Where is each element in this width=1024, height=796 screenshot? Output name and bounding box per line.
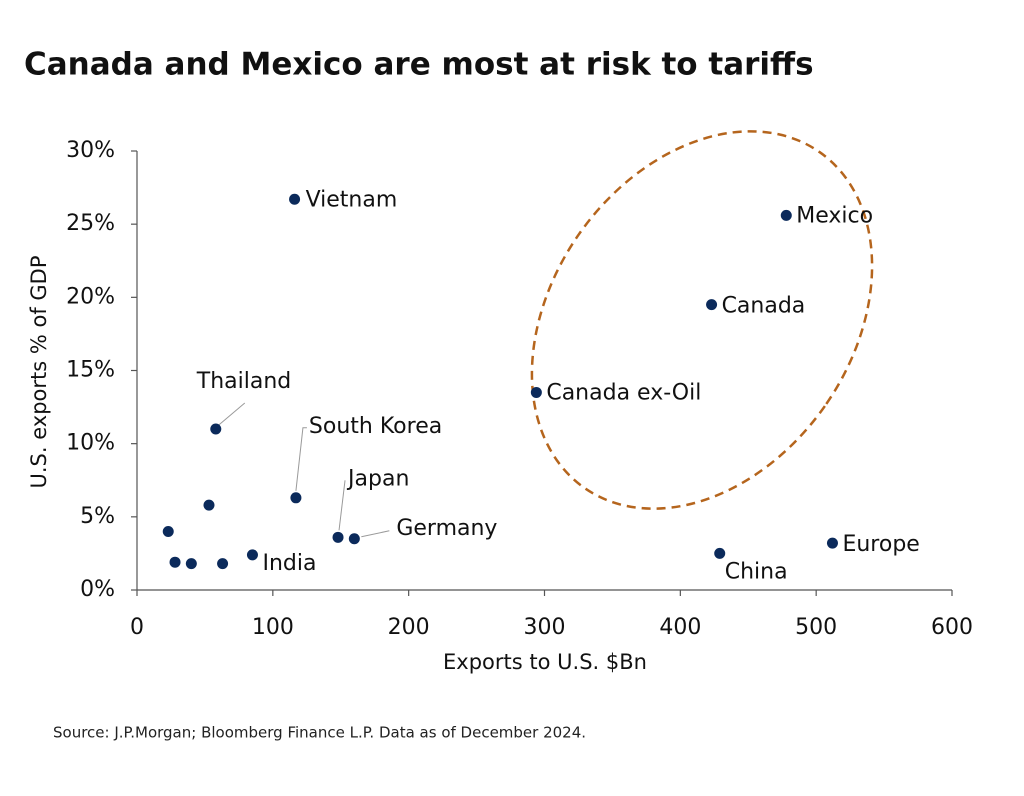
- y-tick-label: 15%: [66, 358, 115, 383]
- x-tick-label: 0: [130, 615, 144, 640]
- leader-line: [295, 427, 307, 491]
- data-point: [706, 299, 718, 311]
- highlight-ellipse: [530, 130, 874, 510]
- y-tick-label: 25%: [66, 211, 115, 236]
- y-tick-label: 10%: [66, 431, 115, 456]
- data-point: [185, 558, 197, 570]
- point-label: Europe: [842, 532, 919, 557]
- data-point: [530, 386, 542, 398]
- point-label: Japan: [346, 466, 409, 491]
- leader-line: [338, 480, 346, 531]
- x-tick-label: 500: [795, 615, 837, 640]
- data-point: [714, 547, 726, 559]
- x-tick-label: 100: [252, 615, 294, 640]
- data-point: [203, 499, 215, 511]
- point-label: Mexico: [796, 203, 873, 228]
- x-tick-label: 300: [524, 615, 566, 640]
- y-tick-label: 0%: [80, 577, 115, 602]
- data-point: [290, 492, 302, 504]
- point-label: Germany: [396, 516, 497, 541]
- data-point: [826, 537, 838, 549]
- data-point: [246, 549, 258, 561]
- source-note: Source: J.P.Morgan; Bloomberg Finance L.…: [53, 724, 586, 742]
- data-point: [289, 193, 301, 205]
- y-tick-label: 20%: [66, 284, 115, 309]
- y-tick-label: 5%: [80, 504, 115, 529]
- x-axis-title: Exports to U.S. $Bn: [443, 650, 647, 674]
- x-tick-label: 600: [931, 615, 973, 640]
- data-point: [217, 558, 229, 570]
- leader-line: [361, 530, 390, 538]
- point-label: Canada ex-Oil: [546, 380, 701, 405]
- point-label: China: [725, 559, 788, 584]
- point-label: South Korea: [309, 414, 442, 439]
- y-tick-label: 30%: [66, 138, 115, 163]
- data-point: [169, 556, 181, 568]
- point-label: India: [262, 551, 316, 576]
- x-tick-label: 400: [659, 615, 701, 640]
- data-point: [162, 525, 174, 537]
- x-tick-label: 200: [388, 615, 430, 640]
- data-point: [332, 531, 344, 543]
- y-axis-title: U.S. exports % of GDP: [27, 255, 51, 488]
- chart-title: Canada and Mexico are most at risk to ta…: [24, 47, 814, 83]
- point-label: Vietnam: [306, 187, 398, 212]
- point-label: Canada: [722, 294, 806, 319]
- data-point: [780, 209, 792, 221]
- data-point: [210, 423, 222, 435]
- data-point: [348, 533, 360, 545]
- point-label: Thailand: [196, 369, 291, 394]
- leader-line: [218, 402, 246, 426]
